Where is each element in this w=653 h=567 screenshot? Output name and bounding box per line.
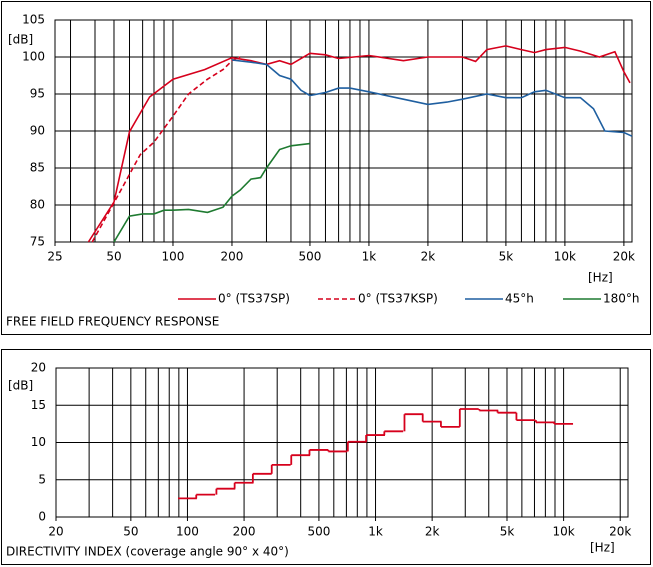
x-tick-label: 100 — [162, 250, 185, 264]
y-axis-label: [dB] — [8, 33, 33, 47]
y-tick-label: 80 — [30, 198, 45, 212]
x-tick-label: 20 — [48, 525, 63, 539]
series-line — [113, 142, 310, 243]
panel-frame — [1, 1, 651, 335]
x-tick-label: 20k — [613, 250, 635, 264]
y-tick-label: 15 — [31, 398, 46, 412]
legend-label: 0° (TS37KSP) — [358, 292, 438, 306]
x-axis-label: [Hz] — [588, 271, 613, 285]
x-tick-label: 200 — [221, 250, 244, 264]
series-line — [231, 59, 633, 137]
y-tick-label: 90 — [30, 124, 45, 138]
x-tick-label: 5k — [499, 250, 514, 264]
x-tick-label: 500 — [307, 525, 330, 539]
legend-label: 45°h — [505, 292, 534, 306]
x-tick-label: 10k — [552, 525, 574, 539]
y-tick-label: 100 — [22, 50, 45, 64]
y-axis-label: [dB] — [8, 379, 33, 393]
y-tick-label: 75 — [30, 235, 45, 249]
y-tick-label: 10 — [31, 435, 46, 449]
plot-frame — [55, 367, 629, 518]
x-tick-label: 1k — [368, 525, 383, 539]
x-tick-label: 25 — [47, 250, 62, 264]
x-tick-label: 5k — [500, 525, 515, 539]
x-tick-label: 200 — [233, 525, 256, 539]
y-tick-label: 105 — [22, 13, 45, 27]
chart-title: DIRECTIVITY INDEX (coverage angle 90° x … — [6, 545, 289, 559]
x-tick-label: 10k — [554, 250, 576, 264]
x-axis-label: [Hz] — [590, 541, 615, 555]
x-tick-label: 20k — [609, 525, 631, 539]
plot-frame — [54, 19, 633, 243]
x-tick-label: 1k — [362, 250, 377, 264]
x-tick-label: 100 — [176, 525, 199, 539]
x-tick-label: 50 — [123, 525, 138, 539]
y-tick-label: 0 — [38, 510, 46, 524]
y-tick-label: 20 — [31, 361, 46, 375]
chart-title: FREE FIELD FREQUENCY RESPONSE — [6, 315, 219, 329]
series-line — [91, 56, 241, 243]
y-tick-label: 95 — [30, 87, 45, 101]
x-tick-label: 50 — [106, 250, 121, 264]
y-tick-label: 5 — [38, 472, 46, 486]
y-tick-label: 85 — [30, 161, 45, 175]
panel-frame — [1, 349, 651, 565]
series-line — [87, 45, 631, 243]
legend-label: 180°h — [603, 292, 640, 306]
x-tick-label: 500 — [298, 250, 321, 264]
x-tick-label: 2k — [425, 525, 440, 539]
x-tick-label: 2k — [421, 250, 436, 264]
legend-label: 0° (TS37SP) — [218, 292, 290, 306]
